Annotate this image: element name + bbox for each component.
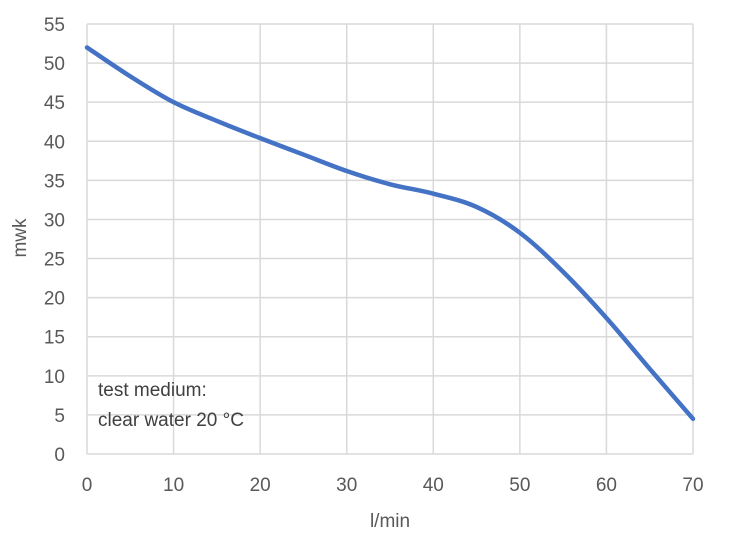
y-tick-label: 45 bbox=[44, 93, 65, 114]
grid bbox=[86, 23, 694, 455]
x-tick-label: 50 bbox=[509, 475, 530, 496]
y-tick-label: 0 bbox=[54, 445, 65, 466]
x-tick-label: 0 bbox=[82, 475, 93, 496]
y-tick-label: 15 bbox=[44, 328, 65, 349]
x-tick-label: 30 bbox=[336, 475, 357, 496]
y-tick-label: 55 bbox=[44, 15, 65, 36]
y-tick-label: 30 bbox=[44, 210, 65, 231]
x-tick-label: 70 bbox=[682, 475, 703, 496]
y-tick-label: 25 bbox=[44, 250, 65, 271]
annotation-line-1: test medium: bbox=[98, 380, 207, 401]
x-tick-label: 40 bbox=[423, 475, 444, 496]
y-tick-label: 35 bbox=[44, 171, 65, 192]
y-axis-title: mwk bbox=[10, 218, 31, 258]
x-tick-label: 10 bbox=[163, 475, 184, 496]
y-tick-label: 40 bbox=[44, 132, 65, 153]
tick-labels: 0 5 10 15 20 25 30 35 40 45 50 55 0 10 20 30 40 50 60 70 bbox=[44, 15, 704, 496]
series-layer bbox=[84, 45, 696, 422]
x-tick-label: 60 bbox=[596, 475, 617, 496]
y-tick-label: 5 bbox=[54, 406, 65, 427]
y-tick-label: 10 bbox=[44, 367, 65, 388]
x-axis-title: l/min bbox=[370, 511, 410, 532]
y-tick-label: 20 bbox=[44, 289, 65, 310]
x-tick-label: 20 bbox=[250, 475, 271, 496]
annotation-line-2: clear water 20 °C bbox=[98, 410, 244, 431]
series-line bbox=[84, 45, 696, 422]
y-tick-label: 50 bbox=[44, 54, 65, 75]
